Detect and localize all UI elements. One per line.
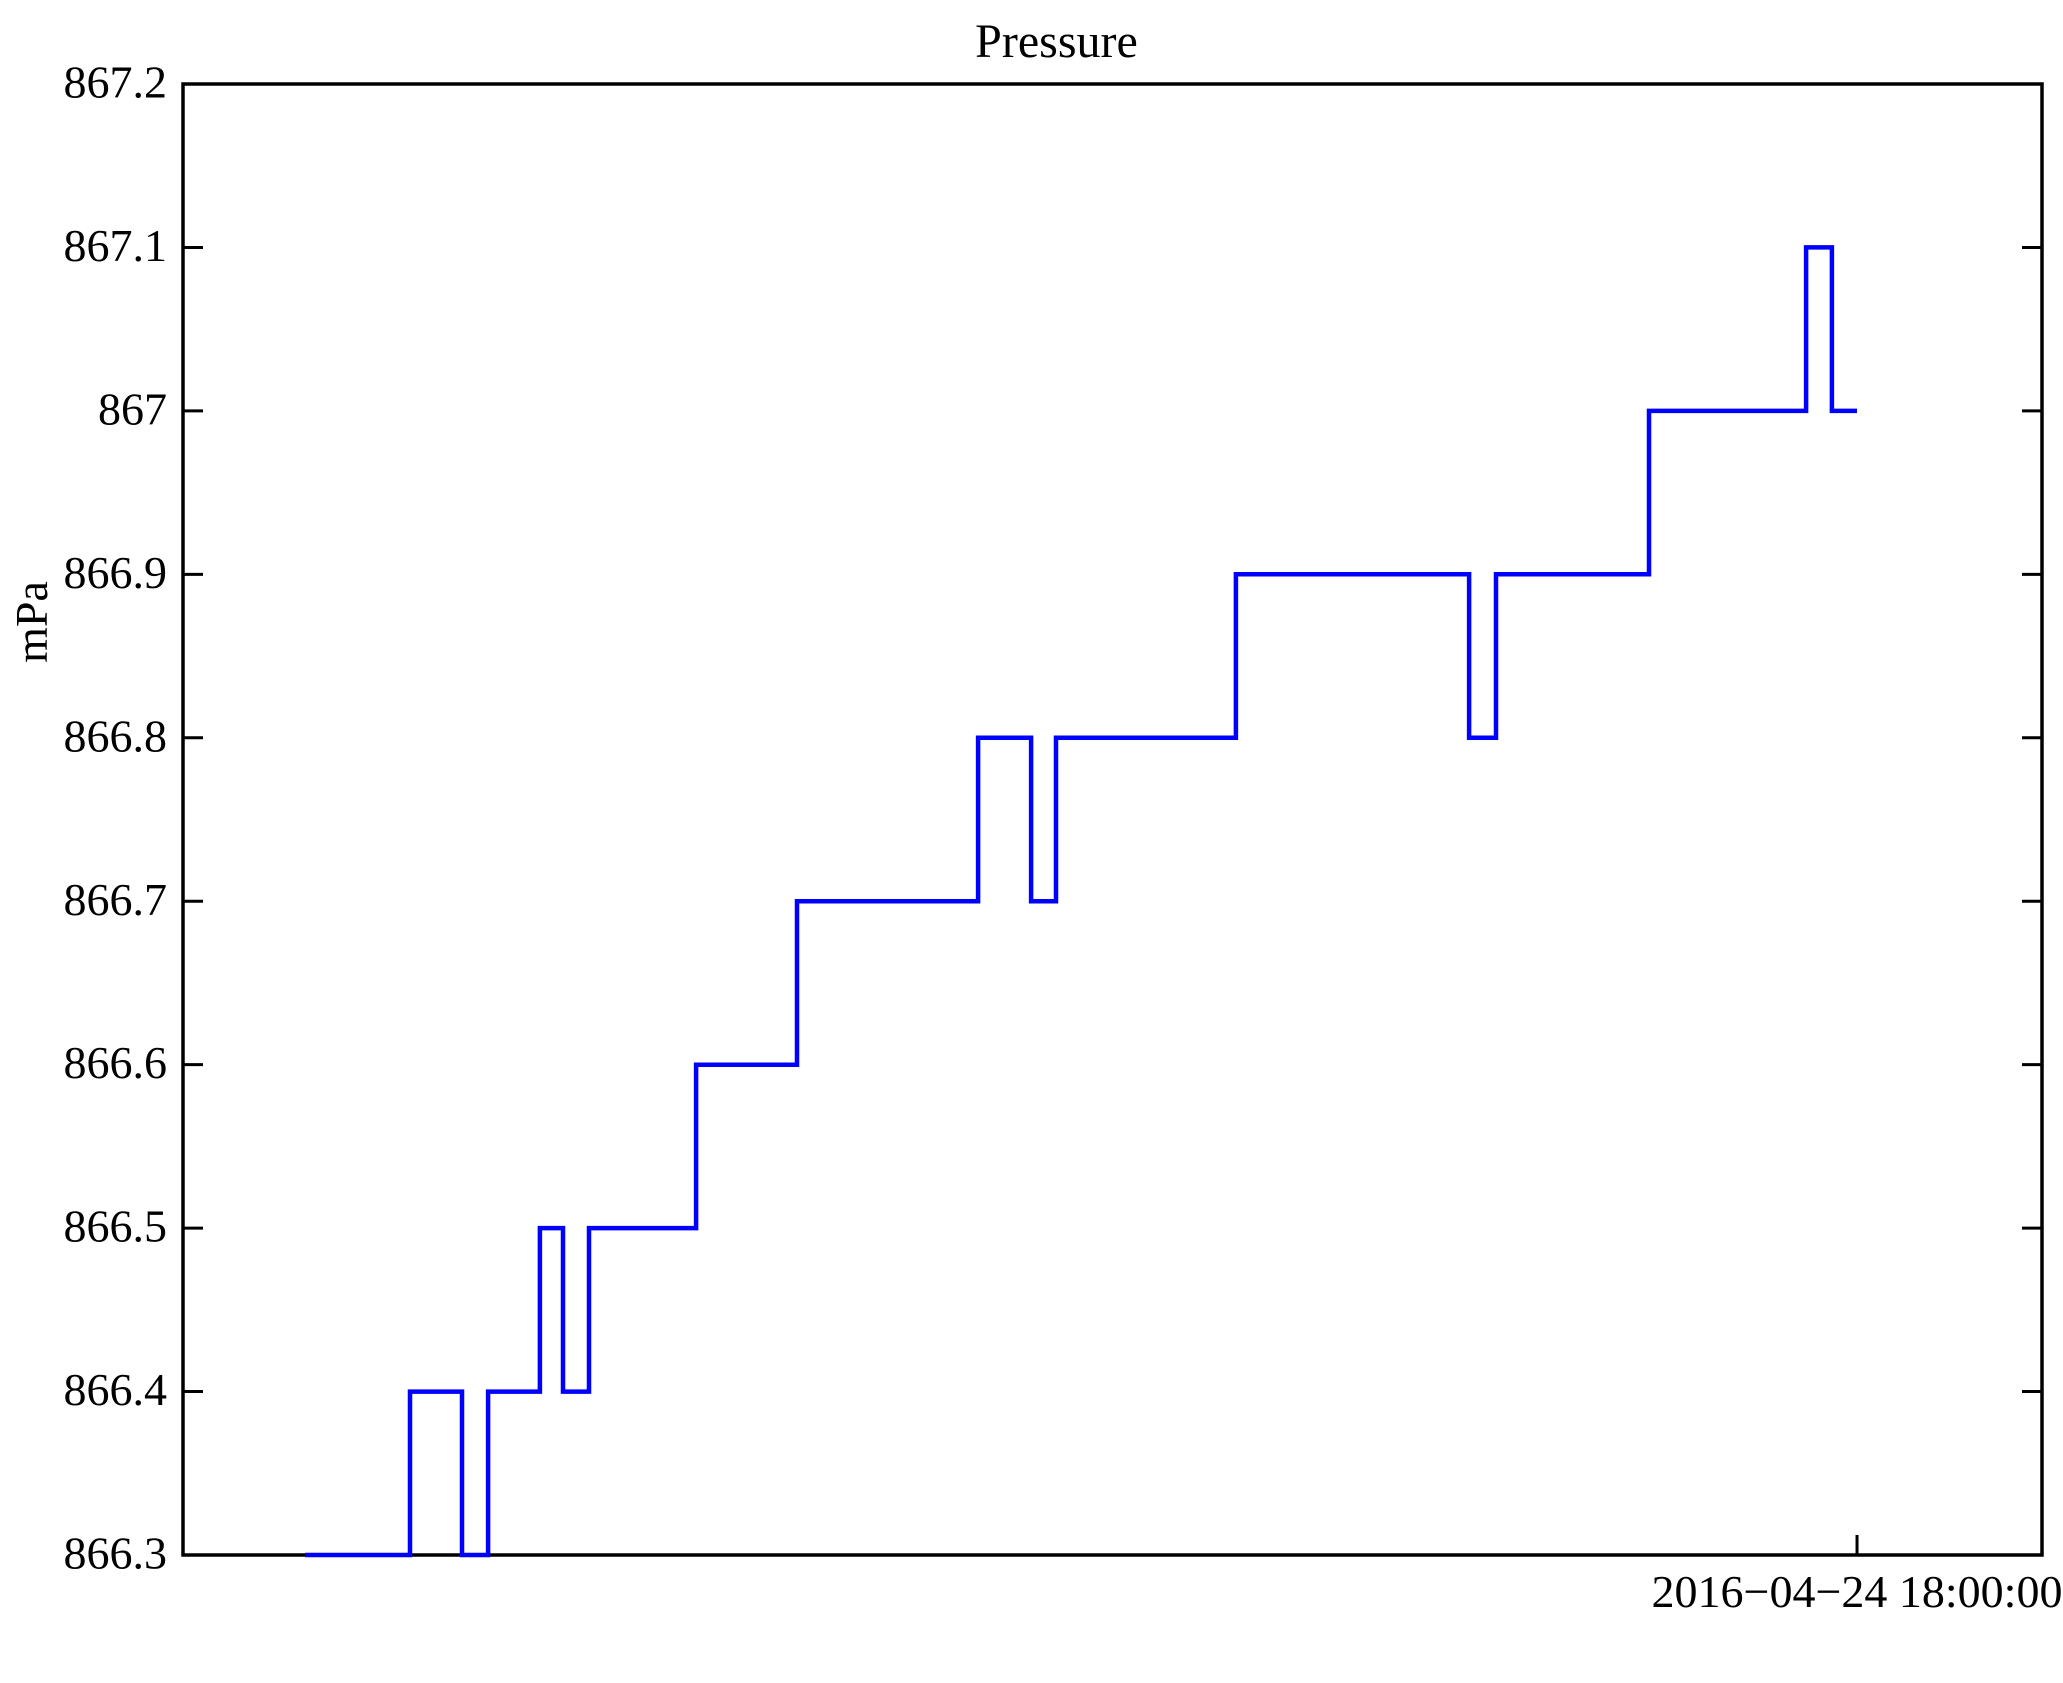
axes-frame — [181, 82, 2044, 1557]
y-tick-label: 866.8 — [64, 710, 168, 761]
y-tick-label: 867 — [98, 383, 167, 434]
x-tick-label: 2016−04−24 18:00:00 — [1651, 1566, 2063, 1617]
y-tick-label: 867.2 — [64, 57, 168, 108]
y-tick-label: 866.6 — [64, 1037, 168, 1088]
pressure-step-line — [305, 245, 1857, 1558]
y-tick-label: 866.3 — [64, 1528, 168, 1579]
chart-title: Pressure — [975, 15, 1138, 68]
y-tick-label: 866.4 — [64, 1364, 168, 1415]
y-tick-label: 866.9 — [64, 547, 168, 598]
y-tick-label: 866.5 — [64, 1201, 168, 1252]
y-tick-label: 867.1 — [64, 220, 168, 271]
y-tick-label: 866.7 — [64, 874, 168, 925]
